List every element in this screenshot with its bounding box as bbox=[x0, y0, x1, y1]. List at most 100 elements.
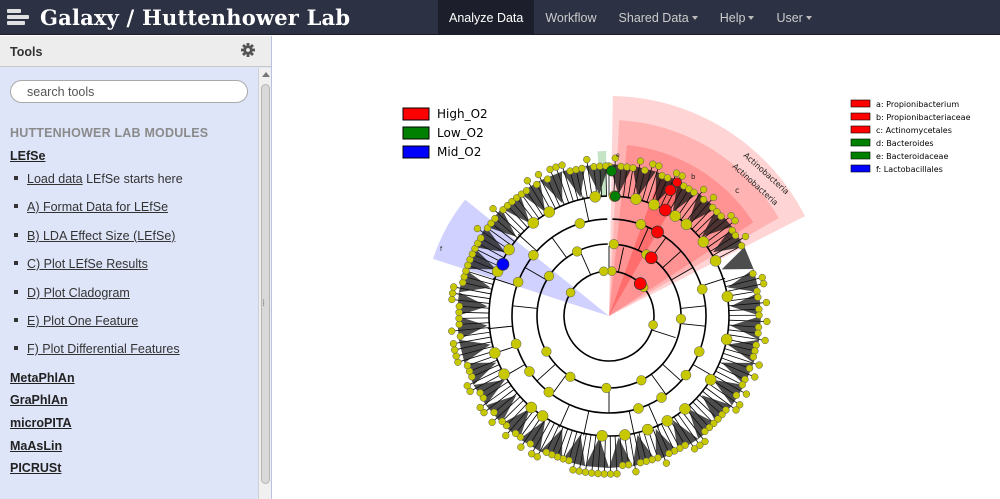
taxon-node bbox=[473, 224, 482, 233]
tool-group-lefse[interactable]: LEfSe bbox=[10, 149, 46, 163]
search-tools-input[interactable] bbox=[10, 80, 248, 103]
tool-item: Load data LEfSe starts here bbox=[14, 172, 183, 186]
tool-link-lda-effect-size[interactable]: B) LDA Effect Size (LEfSe) bbox=[27, 229, 176, 243]
taxon-node bbox=[755, 311, 763, 319]
tab-user[interactable]: User bbox=[765, 0, 822, 35]
taxon-node bbox=[690, 445, 699, 453]
biomarker-label-d: d: Bacteroides bbox=[876, 139, 934, 148]
taxon-node bbox=[476, 403, 484, 412]
taxon-node bbox=[629, 164, 637, 172]
branch bbox=[648, 404, 660, 428]
tool-link-plot-lefse-results[interactable]: C) Plot LEfSe Results bbox=[27, 257, 148, 271]
taxon-node bbox=[489, 347, 501, 359]
branch bbox=[487, 325, 513, 330]
taxon-node bbox=[455, 302, 463, 310]
tool-link-plot-differential-features[interactable]: F) Plot Differential Features bbox=[27, 342, 180, 356]
branch-fan bbox=[713, 226, 745, 253]
scroll-up-arrow-icon[interactable] bbox=[262, 72, 270, 77]
taxon-node bbox=[450, 283, 458, 291]
taxon-node bbox=[751, 373, 759, 381]
bullet bbox=[14, 289, 18, 294]
biomarker-node-high-o2 bbox=[651, 225, 664, 239]
biomarker-node-high-o2 bbox=[658, 203, 672, 217]
branch-fan bbox=[730, 316, 761, 340]
tool-group-micropita[interactable]: microPITA bbox=[10, 416, 72, 430]
brand[interactable]: Galaxy / Huttenhower Lab bbox=[0, 0, 350, 35]
branch bbox=[627, 167, 634, 198]
taxon-node bbox=[760, 280, 768, 288]
taxon-node bbox=[736, 401, 744, 409]
biomarker-node-high-o2 bbox=[644, 251, 658, 265]
tree-nodes bbox=[448, 154, 771, 478]
taxon-node bbox=[699, 195, 708, 204]
class-legend: High_O2 Low_O2 Mid_O2 bbox=[402, 107, 488, 159]
branch-fan bbox=[457, 316, 488, 340]
tab-help[interactable]: Help bbox=[709, 0, 766, 35]
taxon-node bbox=[449, 289, 457, 297]
branch bbox=[452, 292, 491, 300]
taxon-node bbox=[503, 243, 515, 256]
tool-group-picrust[interactable]: PICRUSt bbox=[10, 461, 62, 475]
taxon-node bbox=[558, 161, 566, 169]
taxon-node bbox=[581, 468, 590, 476]
branch bbox=[637, 227, 649, 251]
branch-fan bbox=[501, 408, 530, 439]
branch bbox=[465, 270, 495, 281]
tool-panel-scrollbar[interactable] bbox=[258, 68, 271, 499]
taxon-node bbox=[449, 340, 458, 348]
taxon-node bbox=[608, 239, 619, 250]
branch bbox=[583, 196, 590, 222]
bullet bbox=[14, 345, 18, 350]
taxon-node bbox=[454, 358, 462, 366]
taxon-node bbox=[542, 448, 550, 456]
tab-shared-data[interactable]: Shared Data bbox=[608, 0, 709, 35]
taxon-node bbox=[661, 415, 674, 427]
bullet bbox=[14, 175, 18, 180]
branch-fan bbox=[721, 246, 754, 270]
taxon-node bbox=[704, 373, 717, 386]
branch bbox=[551, 373, 568, 395]
branch bbox=[650, 373, 667, 395]
branch-fan bbox=[519, 420, 546, 452]
tab-analyze-data[interactable]: Analyze Data bbox=[438, 0, 535, 35]
tool-group-maaslin[interactable]: MaAsLin bbox=[10, 439, 63, 453]
scrollbar-thumb[interactable] bbox=[261, 84, 270, 484]
gear-icon[interactable] bbox=[240, 42, 256, 58]
tool-link-plot-cladogram[interactable]: D) Plot Cladogram bbox=[27, 286, 130, 300]
taxon-node bbox=[600, 470, 608, 478]
branch-fan bbox=[688, 408, 717, 439]
biomarker-label-f: f: Lactobacillales bbox=[876, 165, 943, 174]
taxon-node bbox=[665, 449, 673, 458]
tool-item: B) LDA Effect Size (LEfSe) bbox=[14, 229, 175, 243]
taxon-node bbox=[696, 283, 708, 295]
tool-item: F) Plot Differential Features bbox=[14, 342, 180, 356]
taxon-node bbox=[709, 193, 718, 202]
taxon-node bbox=[513, 194, 521, 202]
taxon-node bbox=[624, 461, 633, 469]
branch bbox=[536, 422, 555, 457]
taxon-node bbox=[512, 276, 524, 288]
taxon-node bbox=[701, 437, 709, 446]
taxon-node bbox=[701, 427, 709, 436]
taxon-node bbox=[456, 332, 465, 341]
taxon-node bbox=[731, 231, 740, 240]
taxon-node bbox=[536, 410, 549, 422]
tool-group-graphlan[interactable]: GraPhlAn bbox=[10, 393, 68, 407]
taxon-node bbox=[502, 431, 510, 440]
taxon-node bbox=[697, 236, 710, 248]
panel-resize-handle[interactable]: ⁞ bbox=[262, 298, 266, 309]
tool-group-metaphlan[interactable]: MetaPhlAn bbox=[10, 371, 75, 385]
taxon-node bbox=[528, 450, 536, 458]
branch bbox=[487, 227, 513, 246]
taxon-node bbox=[533, 180, 541, 189]
brand-title[interactable]: Galaxy / Huttenhower Lab bbox=[40, 5, 351, 30]
tab-workflow[interactable]: Workflow bbox=[545, 10, 597, 25]
tool-link-format-data[interactable]: A) Format Data for LEfSe bbox=[27, 200, 169, 214]
taxon-node bbox=[463, 361, 472, 370]
tool-link-plot-one-feature[interactable]: E) Plot One Feature bbox=[27, 314, 139, 328]
galaxy-logo-icon[interactable] bbox=[0, 0, 40, 35]
tool-link-load-data[interactable]: Load data bbox=[27, 172, 83, 186]
branch bbox=[662, 363, 682, 382]
branch bbox=[551, 237, 568, 259]
taxon-node bbox=[619, 429, 631, 441]
